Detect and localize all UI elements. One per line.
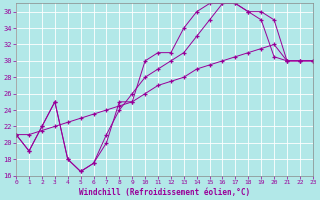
X-axis label: Windchill (Refroidissement éolien,°C): Windchill (Refroidissement éolien,°C) bbox=[79, 188, 250, 197]
